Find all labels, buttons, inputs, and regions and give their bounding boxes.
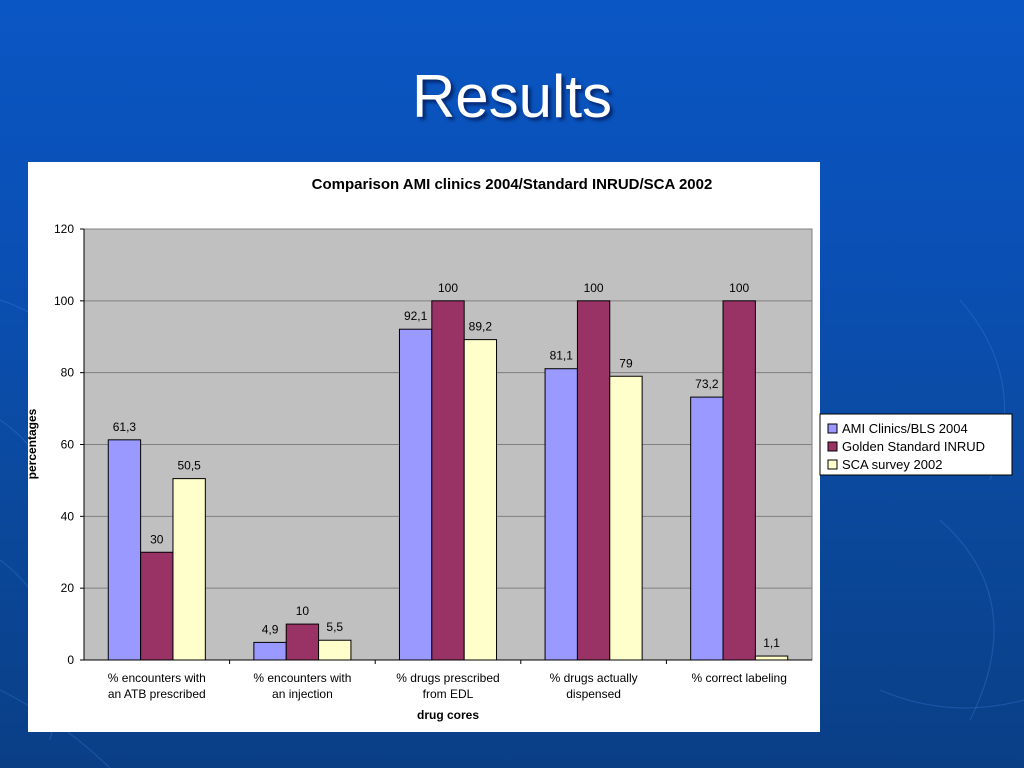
bar <box>722 300 756 661</box>
bar <box>431 300 465 661</box>
data-label: 1,1 <box>763 636 780 650</box>
bar <box>253 641 287 661</box>
data-label: 61,3 <box>113 420 137 434</box>
data-label: 89,2 <box>469 320 493 334</box>
data-label: 4,9 <box>262 622 279 636</box>
bar <box>754 655 789 661</box>
bar <box>576 300 611 661</box>
slide-title: Results <box>411 63 613 130</box>
legend-label: Golden Standard INRUD <box>842 439 985 454</box>
bar <box>140 551 174 661</box>
y-tick-label: 0 <box>67 653 74 667</box>
x-tick-label: an injection <box>272 687 333 701</box>
bar <box>107 439 142 661</box>
bar <box>285 623 320 661</box>
x-axis-ticks: % encounters with an ATB prescribed % enco… <box>108 660 787 701</box>
x-tick-label: % encounters with <box>253 671 351 685</box>
bar <box>690 396 724 661</box>
x-axis-label: drug cores <box>417 708 479 722</box>
y-axis-label: percentages <box>25 408 39 479</box>
y-tick-label: 120 <box>54 222 74 236</box>
x-tick-label: % correct labeling <box>692 671 787 685</box>
data-label: 81,1 <box>550 349 574 363</box>
bar <box>318 639 352 661</box>
y-tick-label: 60 <box>61 438 75 452</box>
x-tick-label: % drugs prescribed <box>396 671 499 685</box>
data-label: 92,1 <box>404 309 428 323</box>
x-tick-label: % encounters with <box>108 671 206 685</box>
legend-swatch <box>827 459 838 470</box>
chart-title: Comparison AMI clinics 2004/Standard INR… <box>312 176 713 193</box>
legend-swatch <box>827 441 838 452</box>
data-label: 79 <box>619 356 633 370</box>
data-label: 100 <box>729 281 749 295</box>
data-label: 100 <box>438 281 458 295</box>
legend: AMI Clinics/BLS 2004 Golden Standard INRU… <box>819 413 1013 476</box>
data-label: 50,5 <box>177 459 201 473</box>
y-tick-label: 40 <box>61 509 75 523</box>
data-label: 30 <box>150 532 164 546</box>
bars <box>107 300 789 661</box>
bar <box>172 478 206 661</box>
bar <box>544 368 578 661</box>
y-tick-label: 20 <box>61 581 75 595</box>
data-label: 100 <box>584 281 604 295</box>
x-tick-label: from EDL <box>423 687 474 701</box>
y-tick-label: 100 <box>54 294 74 308</box>
legend-label: AMI Clinics/BLS 2004 <box>842 421 968 436</box>
data-label: 5,5 <box>326 620 343 634</box>
bar <box>398 328 433 661</box>
data-label: 10 <box>296 604 310 618</box>
legend-label: SCA survey 2002 <box>842 457 942 472</box>
y-tick-label: 80 <box>61 366 75 380</box>
bar <box>463 339 498 661</box>
x-tick-label: an ATB prescribed <box>108 687 206 701</box>
data-labels: 61,3 30 50,5 4,9 10 5,5 92,1 100 89,2 81,1 100 79 73… <box>113 281 780 650</box>
x-tick-label: % drugs actually <box>550 671 638 685</box>
legend-swatch <box>827 423 838 434</box>
data-label: 73,2 <box>695 377 719 391</box>
legend-box <box>819 413 1013 476</box>
x-tick-label: dispensed <box>566 687 621 701</box>
bar <box>609 375 643 661</box>
